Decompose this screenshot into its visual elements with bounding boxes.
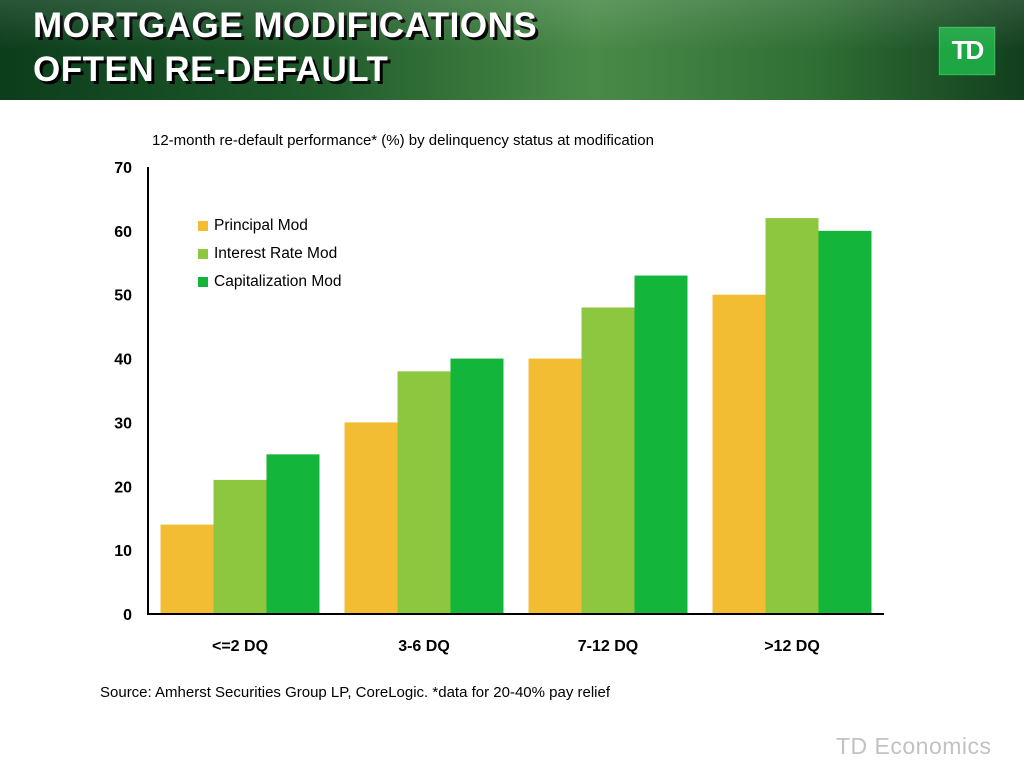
legend-item: Principal Mod [198,212,342,240]
td-logo-text: TD [951,35,985,65]
bar [581,307,635,614]
chart-legend: Principal Mod Interest Rate Mod Capitaliza… [198,212,342,296]
bar [344,422,398,614]
legend-swatch [198,277,208,287]
bar [213,479,267,614]
y-tick-label: 70 [114,160,132,177]
td-logo: TD [938,26,996,76]
legend-swatch [198,221,208,231]
bar [160,524,214,614]
source-note: Source: Amherst Securities Group LP, Cor… [100,684,610,701]
legend-item: Capitalization Mod [198,268,342,296]
legend-label: Principal Mod [214,217,308,234]
bar [528,358,582,614]
page-title-line-2: OFTEN RE-DEFAULT [33,50,389,89]
x-tick-label: >12 DQ [764,638,820,655]
bar [634,275,688,614]
legend-label: Capitalization Mod [214,273,342,290]
legend-item: Interest Rate Mod [198,240,342,268]
y-tick-label: 50 [114,288,132,305]
legend-swatch [198,249,208,259]
bar [397,371,451,614]
page-title-line-1: MORTGAGE MODIFICATIONS [33,6,538,45]
legend-label: Interest Rate Mod [214,245,338,262]
bar [712,294,766,614]
bar-chart: 0 10 20 30 40 50 60 70 <=2 DQ 3-6 DQ 7-12 DQ >12 DQ [114,160,884,655]
y-tick-label: 0 [123,607,132,624]
bar [450,358,504,614]
x-tick-label: 3-6 DQ [398,638,450,655]
bar [765,218,819,614]
bar [818,230,872,614]
bar [266,454,320,614]
x-tick-label: 7-12 DQ [578,638,638,655]
y-tick-label: 10 [114,543,132,560]
y-tick-label: 40 [114,352,132,369]
y-tick-label: 20 [114,479,132,496]
y-tick-label: 60 [114,224,132,241]
title-banner: MORTGAGE MODIFICATIONS OFTEN RE-DEFAULT … [0,0,1024,100]
x-tick-label: <=2 DQ [212,638,268,655]
chart-title: 12-month re-default performance* (%) by … [152,132,654,149]
y-tick-label: 30 [114,415,132,432]
td-economics-brand: TD Economics [836,733,992,759]
